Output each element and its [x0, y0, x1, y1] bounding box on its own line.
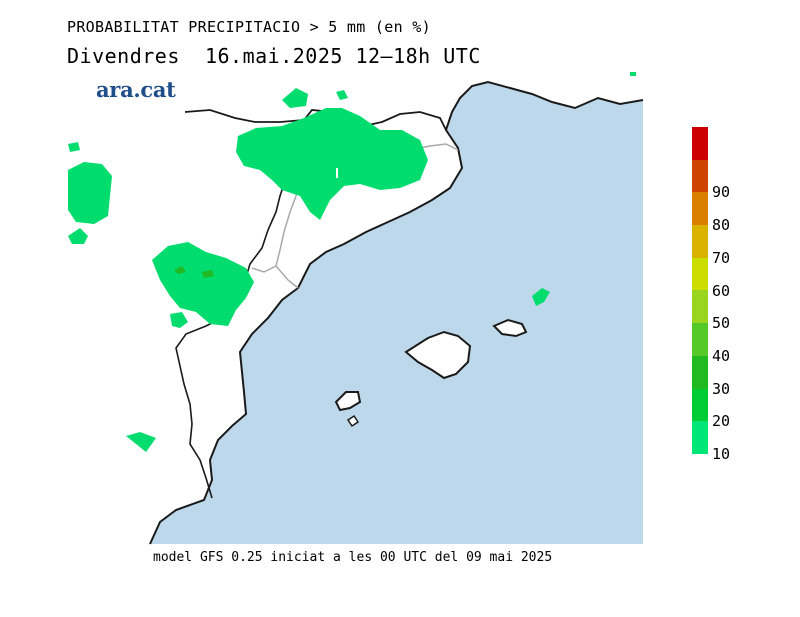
legend-tick-label: 70 — [712, 248, 731, 267]
legend-tick-label: 10 — [712, 445, 731, 463]
precip-area-small-1 — [68, 228, 88, 244]
precip-area-west — [68, 162, 112, 224]
precip-area-small-5 — [282, 88, 308, 108]
mainland — [150, 72, 643, 544]
legend-tick-label: 40 — [712, 346, 731, 365]
legend-swatch — [692, 192, 708, 226]
legend-swatch — [692, 421, 708, 454]
precip-area-cores — [174, 266, 214, 278]
legend-swatch — [692, 127, 708, 160]
precip-area-small-4 — [126, 432, 156, 452]
border-provinces — [251, 119, 459, 289]
precip-area-small-7 — [532, 288, 550, 306]
legend-swatch — [692, 257, 708, 291]
legend-tick-label: 30 — [712, 379, 731, 398]
legend-tick-label: 60 — [712, 281, 731, 300]
legend-swatch — [692, 159, 708, 193]
legend-swatch — [692, 355, 708, 389]
legend-colorbar — [692, 127, 708, 454]
model-caption: model GFS 0.25 iniciat a les 00 UTC del … — [153, 550, 553, 565]
precip-area-small-8 — [630, 72, 636, 76]
precip-areas — [68, 72, 636, 452]
legend-labels: 10 20 30 40 50 60 70 80 90 — [712, 127, 752, 463]
coastline — [149, 80, 644, 545]
legend-swatch — [692, 388, 708, 422]
precip-area-small-2 — [68, 142, 80, 152]
map-subtitle: Divendres 16.mai.2025 12–18h UTC — [67, 44, 481, 68]
legend-tick-label: 90 — [712, 183, 731, 202]
map-title: PROBABILITAT PRECIPITACIO > 5 mm (en %) — [67, 18, 431, 36]
precip-area-small-6 — [336, 90, 348, 100]
legend-swatch — [692, 323, 708, 356]
legend-swatch — [692, 290, 708, 324]
island-mallorca — [404, 330, 472, 380]
precip-area-small-3 — [170, 312, 188, 328]
legend-tick-label: 50 — [712, 314, 731, 333]
precip-area-pyrenees — [236, 108, 428, 220]
island-eivissa — [334, 391, 362, 412]
brand-logo: ara.cat — [96, 77, 176, 102]
legend-swatch — [692, 225, 708, 258]
legend-tick-label: 80 — [712, 216, 731, 235]
precip-area-aragon — [152, 242, 254, 326]
precip-area-gap — [336, 168, 338, 178]
island-menorca — [492, 318, 528, 338]
island-formentera — [346, 414, 360, 428]
legend-tick-label: 20 — [712, 412, 731, 431]
